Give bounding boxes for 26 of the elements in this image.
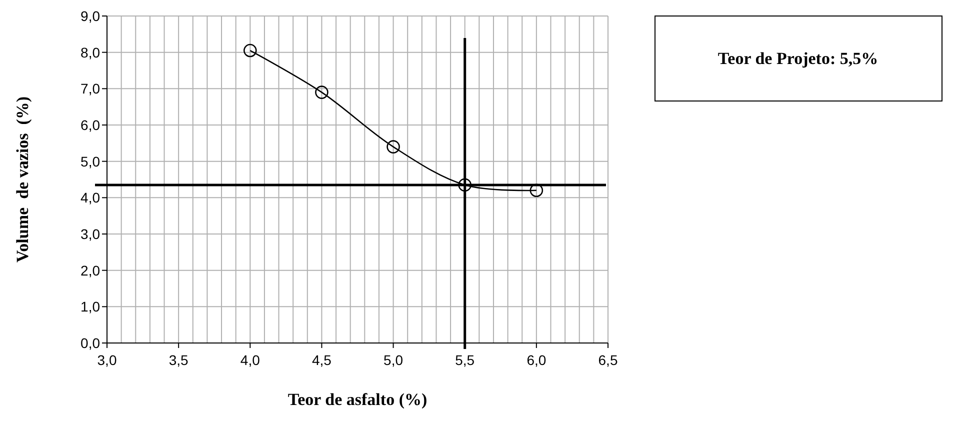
x-tick-label: 4,0 [240, 352, 260, 368]
point [315, 86, 328, 99]
x-tick-label: 6,5 [598, 352, 618, 368]
x-axis-title: Teor de asfalto (%) [288, 390, 428, 409]
text: Teor de Projeto: 5,5% [718, 49, 878, 68]
y-tick-label: 2,0 [80, 262, 100, 278]
y-tick-label: 7,0 [80, 80, 100, 97]
x-tick-label: 5,5 [455, 352, 475, 368]
x-tick-label: 3,0 [97, 352, 117, 368]
y-tick-label: 9,0 [80, 8, 100, 24]
point [386, 140, 400, 154]
y-tick-label: 4,0 [80, 190, 100, 206]
y-tick-label: 5,0 [80, 153, 100, 170]
y-tick-label: 6,0 [80, 117, 100, 133]
y-axis-title: Volume de vazios (%) [13, 96, 32, 263]
x-tick-label: 4,5 [312, 352, 332, 368]
y-tick-label: 8,0 [80, 44, 100, 60]
x-tick-label: 3,5 [168, 352, 189, 368]
y-tick-label: 1,0 [80, 298, 100, 315]
point [243, 44, 257, 58]
y-tick-label: 3,0 [80, 226, 100, 242]
x-tick-label: 5,0 [384, 352, 404, 368]
point [530, 184, 544, 198]
y-tick-label: 0,0 [80, 335, 100, 351]
x-tick-label: 6,0 [526, 352, 546, 368]
point [458, 178, 472, 192]
